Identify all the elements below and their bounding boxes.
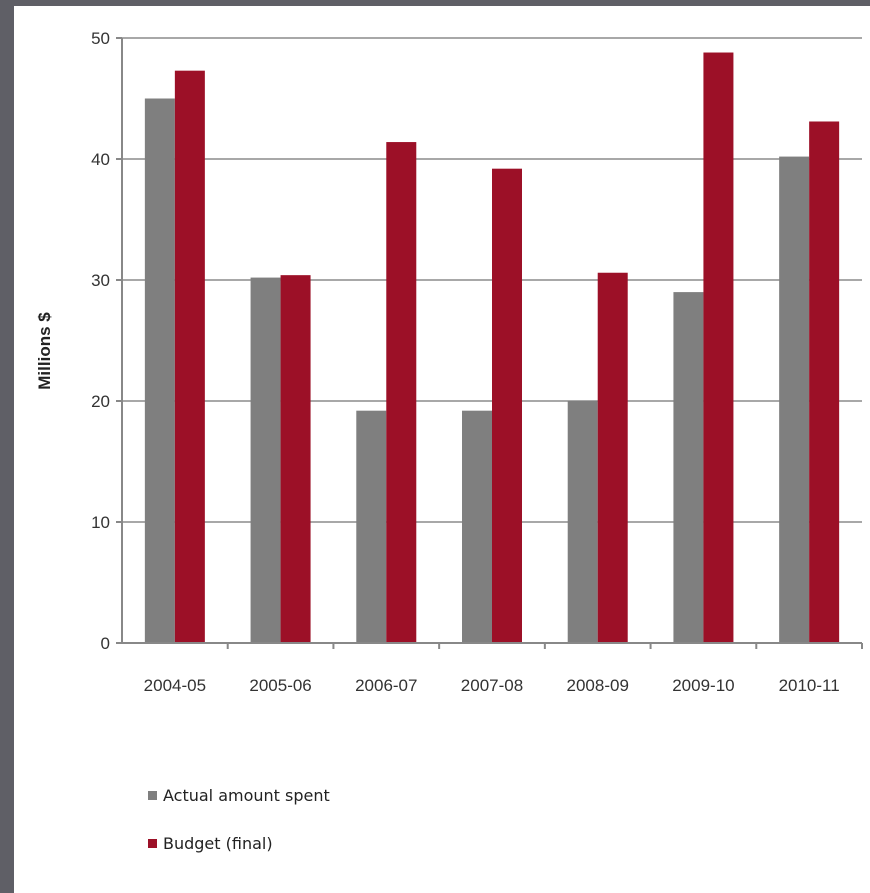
legend-label-actual: Actual amount spent — [163, 785, 330, 805]
x-tick-label: 2005-06 — [249, 676, 311, 695]
bar-chart: 0 10 20 30 40 50 2004-05 2005-06 2006-07 2007-08 2… — [35, 29, 863, 695]
bar-actual-2005-06 — [250, 277, 281, 643]
bar-budget-2006-07 — [386, 142, 417, 643]
bar-budget-2008-09 — [597, 272, 628, 643]
bar-budget-2004-05 — [174, 70, 205, 644]
bar-actual-2004-05 — [144, 98, 175, 643]
bar-actual-2006-07 — [356, 410, 387, 643]
y-tick-label: 20 — [91, 392, 110, 411]
y-tick-label: 50 — [91, 29, 110, 48]
bar-budget-2007-08 — [492, 168, 522, 643]
x-tick-label: 2008-09 — [567, 676, 629, 695]
y-tick-label: 10 — [91, 513, 110, 532]
x-tick-label: 2007-08 — [461, 676, 523, 695]
chart-figure: 0 10 20 30 40 50 2004-05 2005-06 2006-07 2007-08 2… — [14, 6, 870, 893]
legend: Actual amount spent Budget (final) — [148, 784, 330, 880]
bar-actual-2009-10 — [673, 292, 704, 643]
bar-budget-2009-10 — [703, 52, 734, 643]
bar-actual-2007-08 — [462, 410, 492, 643]
legend-label-budget: Budget (final) — [163, 833, 273, 853]
bar-actual-2008-09 — [567, 401, 598, 643]
legend-item-actual: Actual amount spent — [148, 784, 330, 806]
legend-swatch-actual — [148, 790, 157, 800]
x-tick-label: 2004-05 — [144, 676, 206, 695]
legend-swatch-budget — [148, 838, 157, 848]
y-tick-label: 0 — [101, 634, 110, 653]
y-tick-label: 30 — [91, 271, 110, 290]
bar-budget-2010-11 — [809, 121, 840, 644]
x-tick-label: 2009-10 — [672, 676, 734, 695]
axes: 0 10 20 30 40 50 2004-05 2005-06 2006-07 2007-08 2… — [91, 29, 863, 695]
x-tick-label: 2010-11 — [779, 676, 840, 695]
bars — [144, 52, 840, 644]
y-axis-title: Millions $ — [35, 312, 54, 390]
bar-actual-2010-11 — [779, 156, 810, 643]
bar-budget-2005-06 — [280, 275, 311, 643]
y-tick-label: 40 — [91, 150, 110, 169]
x-tick-label: 2006-07 — [355, 676, 417, 695]
legend-item-budget: Budget (final) — [148, 832, 330, 854]
